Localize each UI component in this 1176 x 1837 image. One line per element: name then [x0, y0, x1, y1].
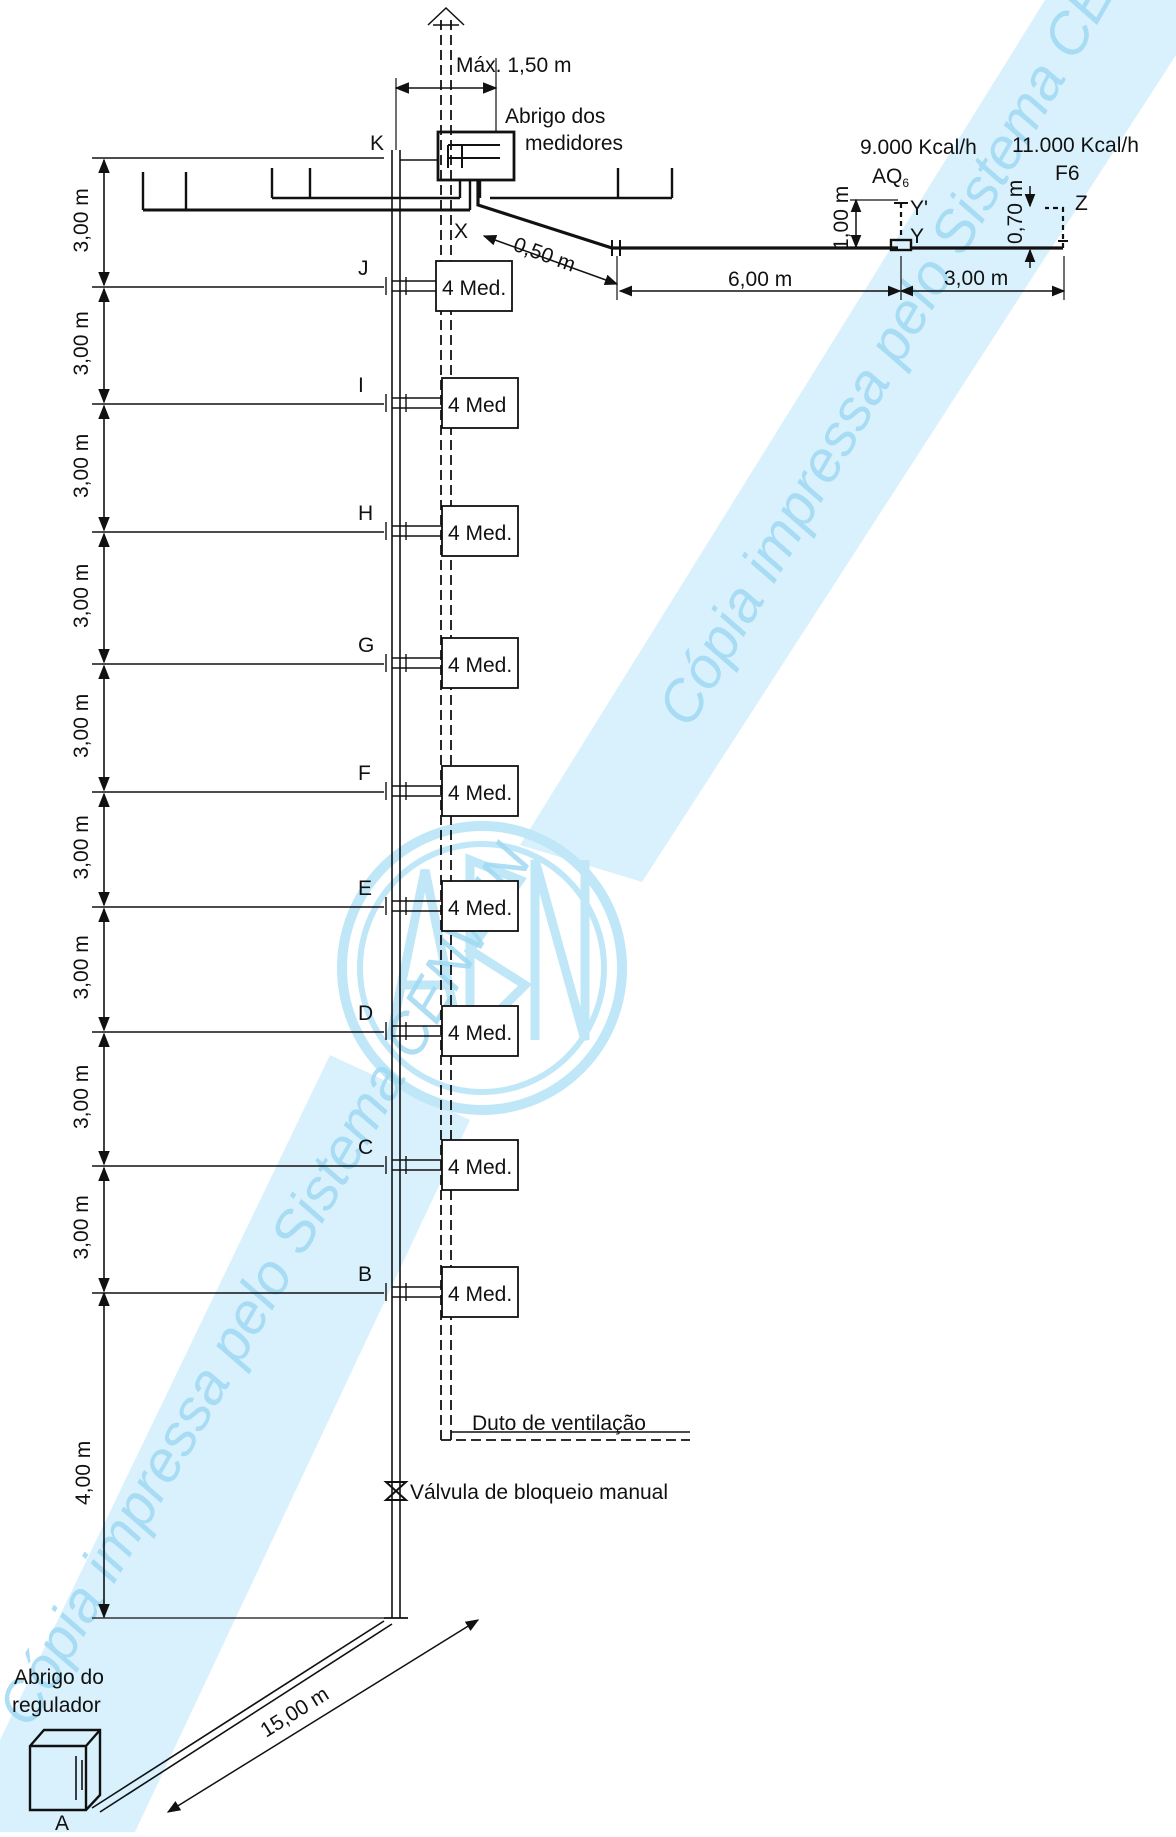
run-to-appliances: [476, 180, 898, 250]
f6-name-label: F6: [1055, 162, 1080, 185]
floor-height-label: 3,00 m: [70, 1065, 93, 1129]
meter-label: 4 Med: [448, 394, 506, 417]
meter-label: 4 Med.: [448, 897, 512, 920]
floor-point-label: D: [358, 1002, 373, 1025]
valve-label: Válvula de bloqueio manual: [410, 1481, 668, 1504]
floor-height-label: 3,00 m: [70, 434, 93, 498]
point-y-prime-label: Y': [910, 197, 928, 220]
meter-shelter-label-1: Abrigo dos: [505, 105, 605, 128]
meter-label: 4 Med.: [448, 1022, 512, 1045]
meter-box: [441, 637, 519, 689]
point-z-label: Z: [1075, 192, 1088, 215]
dim-300h-label: 3,00 m: [944, 267, 1008, 290]
riser-joint: [385, 654, 407, 672]
point-k-label: K: [370, 132, 384, 155]
floor-height-label: 3,00 m: [70, 935, 93, 999]
watermark-band-lower: [0, 1055, 470, 1832]
regulator-shelter-label-1: Abrigo do: [14, 1666, 104, 1689]
floor-height-label: 3,00 m: [70, 1195, 93, 1259]
vent-duct-top-arrow: [427, 6, 465, 26]
floor-height-label: 3,00 m: [70, 188, 93, 252]
max-width-label: Máx. 1,50 m: [456, 54, 572, 77]
riser-joint: [385, 1283, 407, 1301]
floor-point-label: I: [358, 374, 364, 397]
meter-box: [441, 880, 519, 932]
meter-branch: [392, 525, 442, 537]
point-y-label: Y: [910, 225, 924, 248]
floor-point-label: G: [358, 634, 374, 657]
vent-duct-label: Duto de ventilação: [472, 1412, 646, 1435]
point-x-label: X: [454, 220, 468, 243]
meter-label: 4 Med.: [448, 782, 512, 805]
meter-box: [441, 377, 519, 429]
top-branch-mid: [270, 168, 460, 200]
meter-box: [441, 1139, 519, 1191]
meter-label: 4 Med.: [448, 1283, 512, 1306]
regulator-shelter-label-2: regulador: [12, 1694, 101, 1717]
riser-joint: [385, 782, 407, 800]
f6-riser: [1045, 206, 1065, 248]
aq6-load-label: 9.000 Kcal/h: [860, 136, 977, 159]
meter-shelter-label-2: medidores: [525, 132, 623, 155]
riser-joint: [385, 394, 407, 412]
riser-joint: [385, 277, 407, 295]
meter-label: 4 Med.: [448, 1156, 512, 1179]
meter-branch: [392, 397, 442, 409]
dim-400-label: 4,00 m: [72, 1441, 95, 1505]
meter-label: 4 Med.: [442, 277, 506, 300]
point-a-label: A: [55, 1812, 69, 1832]
meter-branch: [392, 280, 442, 292]
meter-branch: [392, 657, 442, 669]
meter-branch: [392, 900, 442, 912]
dim-050-label: 0,50 m: [510, 233, 578, 277]
riser-joint: [385, 1022, 407, 1040]
aq6-name-label: AQ6: [872, 165, 909, 190]
top-branch-left-ends: [141, 172, 188, 210]
regulator-door: [75, 1756, 83, 1800]
meter-box: [441, 1005, 519, 1057]
floor-point-label: F: [358, 762, 371, 785]
meter-branch: [392, 1159, 442, 1171]
abnt-logo: [337, 821, 627, 1115]
riser-joint: [385, 522, 407, 540]
f6-load-label: 11.000 Kcal/h: [1012, 134, 1139, 157]
floor-point-label: E: [358, 877, 372, 900]
meter-branch: [392, 1025, 442, 1037]
floor-levels: [92, 157, 519, 1318]
regulator-shelter-box: [28, 1728, 102, 1812]
meter-box: [435, 260, 513, 312]
meter-branch: [392, 785, 442, 797]
floor-point-label: H: [358, 502, 373, 525]
meter-box: [441, 765, 519, 817]
top-branch-right: [490, 168, 674, 200]
meter-shelter-box: [436, 130, 516, 182]
dim-100-label: 1,00 m: [830, 186, 853, 250]
dim-600-label: 6,00 m: [728, 268, 792, 291]
meter-box: [441, 505, 519, 557]
floor-height-label: 3,00 m: [70, 311, 93, 375]
shelter-drops: [458, 180, 482, 210]
floor-point-label: J: [358, 257, 369, 280]
watermark-band-upper: [520, 0, 1176, 882]
riser-joint: [385, 1156, 407, 1174]
meter-label: 4 Med.: [448, 654, 512, 677]
meter-branch: [392, 1286, 442, 1298]
manual-valve-symbol: [383, 1481, 409, 1501]
meter-box: [441, 1266, 519, 1318]
dim-070-label: 0,70 m: [1004, 180, 1027, 244]
floor-point-label: C: [358, 1136, 373, 1159]
dim-050-line: [482, 235, 619, 285]
floor-height-label: 3,00 m: [70, 694, 93, 758]
drawing-layer: [28, 6, 1068, 1813]
floor-height-label: 3,00 m: [70, 815, 93, 879]
dim-1500-line: [166, 1619, 480, 1813]
floor-height-label: 3,00 m: [70, 564, 93, 628]
meter-shelter-meters: [447, 144, 500, 168]
meter-label: 4 Med.: [448, 522, 512, 545]
riser-joint: [385, 897, 407, 915]
floor-point-label: B: [358, 1263, 372, 1286]
